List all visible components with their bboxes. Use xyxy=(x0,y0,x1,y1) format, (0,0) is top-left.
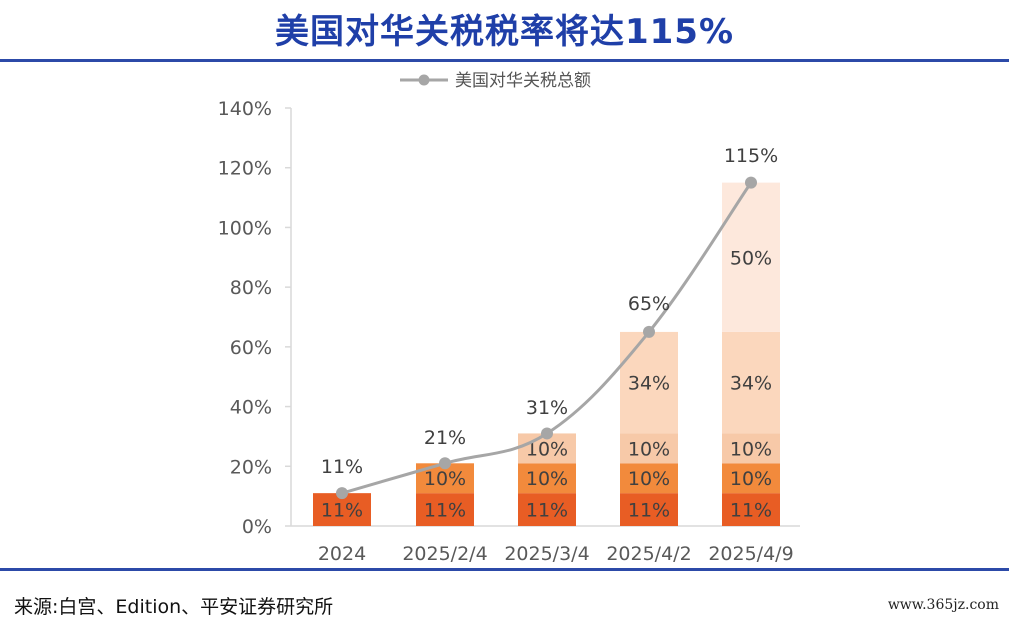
y-tick-label: 120% xyxy=(218,158,272,180)
y-tick-label: 60% xyxy=(230,337,272,359)
x-tick-label: 2025/4/9 xyxy=(708,543,793,565)
total-point xyxy=(643,325,655,338)
bar-segment xyxy=(620,493,678,526)
x-tick-label: 2025/4/2 xyxy=(606,543,691,565)
y-tick-label: 40% xyxy=(230,397,272,419)
legend-marker-icon xyxy=(418,74,430,86)
total-line xyxy=(336,176,757,500)
y-tick-label: 140% xyxy=(218,98,272,120)
segment-label: 10% xyxy=(628,468,670,490)
watermark: www.365jz.com xyxy=(887,597,999,613)
bar-segment xyxy=(722,463,780,494)
bars-group: 11% 11% 10% 11% 10% 10% 11% 10% 10% 34% 11% 10% 10% 3… xyxy=(313,182,780,526)
segment-label: 34% xyxy=(730,373,772,395)
bar-segment xyxy=(722,433,780,464)
bar-segment xyxy=(722,493,780,526)
segment-label: 10% xyxy=(730,468,772,490)
x-tick-label: 2025/3/4 xyxy=(504,543,589,565)
total-point xyxy=(439,457,451,470)
top-divider xyxy=(0,59,1009,62)
x-tick-label: 2025/2/4 xyxy=(402,543,487,565)
segment-label: 11% xyxy=(730,500,772,522)
bar-segment xyxy=(722,331,780,434)
total-label: 11% xyxy=(321,456,363,478)
bar-segment xyxy=(620,433,678,464)
source-note: 来源:白宫、Edition、平安证券研究所 xyxy=(14,596,334,618)
y-axis: 0% 20% 40% 60% 80% 100% 120% 140% xyxy=(218,98,800,538)
y-tick-label: 80% xyxy=(230,277,272,299)
page-title: 美国对华关税税率将达115% xyxy=(274,12,735,52)
y-tick-label: 100% xyxy=(218,217,272,239)
total-label: 31% xyxy=(526,397,568,419)
segment-label: 10% xyxy=(526,468,568,490)
segment-label: 11% xyxy=(424,500,466,522)
bar-segment xyxy=(416,493,474,526)
segment-label: 10% xyxy=(730,438,772,460)
bar-segment xyxy=(620,331,678,434)
x-tick-label: 2024 xyxy=(318,543,366,565)
segment-label: 10% xyxy=(628,438,670,460)
bar-segment xyxy=(518,463,576,494)
bar-segment xyxy=(620,463,678,494)
total-label: 65% xyxy=(628,293,670,315)
total-label: 21% xyxy=(424,427,466,449)
bar-segment xyxy=(518,493,576,526)
bar-segment xyxy=(722,182,780,332)
total-point xyxy=(336,487,348,500)
total-point xyxy=(541,427,553,440)
total-labels: 11% 21% 31% 65% 115% xyxy=(321,145,778,478)
legend-label: 美国对华关税总额 xyxy=(455,71,591,91)
total-label: 115% xyxy=(724,145,778,167)
segment-label: 34% xyxy=(628,373,670,395)
x-axis-labels: 2024 2025/2/4 2025/3/4 2025/4/2 2025/4/9 xyxy=(318,543,794,565)
chart-legend: 美国对华关税总额 xyxy=(400,71,591,91)
segment-label: 10% xyxy=(526,438,568,460)
bottom-divider xyxy=(0,568,1009,571)
segment-label: 11% xyxy=(526,500,568,522)
tariff-chart: 美国对华关税总额 0%20%40%60%80%100%120%140% 11% 1… xyxy=(218,71,800,565)
y-tick-label: 20% xyxy=(230,456,272,478)
segment-label: 10% xyxy=(424,468,466,490)
y-tick-label: 0% xyxy=(242,516,272,538)
segment-label: 11% xyxy=(628,500,670,522)
segment-label: 50% xyxy=(730,247,772,269)
total-line-path xyxy=(341,181,753,495)
total-point xyxy=(745,176,757,189)
segment-label: 11% xyxy=(321,500,363,522)
